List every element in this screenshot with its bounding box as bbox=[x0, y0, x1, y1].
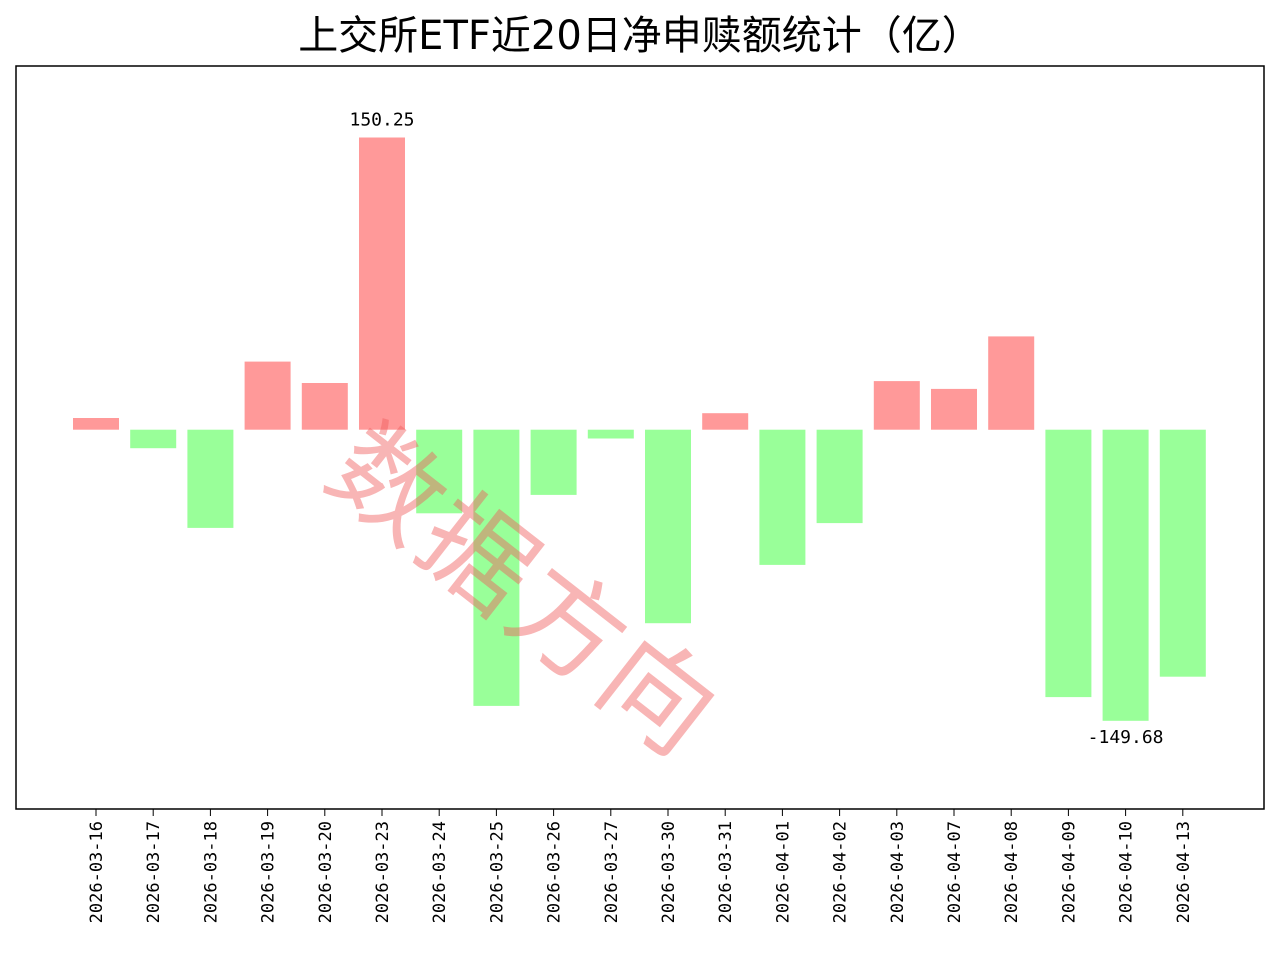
x-tick-label: 2026-04-10 bbox=[1117, 821, 1137, 923]
x-tick-label: 2026-03-17 bbox=[144, 821, 164, 923]
bar-2026-03-31 bbox=[702, 413, 749, 430]
x-tick-label: 2026-04-13 bbox=[1174, 821, 1194, 923]
bar-2026-04-01 bbox=[759, 429, 806, 565]
bar-2026-04-07 bbox=[931, 388, 977, 430]
bar-2026-03-27 bbox=[587, 429, 634, 439]
bar-2026-04-13 bbox=[1159, 429, 1206, 677]
x-tick-label: 2026-04-01 bbox=[773, 821, 793, 923]
bar-2026-03-17 bbox=[130, 429, 177, 449]
bar-2026-03-30 bbox=[645, 429, 691, 624]
bar-2026-03-18 bbox=[187, 429, 234, 528]
bar-2026-03-25 bbox=[473, 429, 520, 706]
bar-2026-03-23 bbox=[359, 137, 405, 430]
x-tick-label: 2026-03-30 bbox=[659, 821, 679, 923]
chart-title: 上交所ETF近20日净申赎额统计（亿） bbox=[298, 13, 982, 59]
x-tick-label: 2026-03-26 bbox=[545, 821, 565, 923]
bar-2026-04-08 bbox=[988, 336, 1035, 430]
bar-2026-03-16 bbox=[73, 418, 119, 430]
bar-2026-04-03 bbox=[873, 381, 920, 430]
x-tick-label: 2026-04-09 bbox=[1059, 821, 1079, 923]
bars-group bbox=[73, 137, 1206, 721]
bar-2026-03-20 bbox=[301, 383, 348, 430]
x-tick-label: 2026-03-25 bbox=[487, 821, 507, 923]
x-tick-label: 2026-03-16 bbox=[87, 821, 107, 923]
bar-2026-04-02 bbox=[816, 429, 863, 524]
data-label-2026-04-10: -149.68 bbox=[1088, 727, 1164, 748]
bar-2026-03-24 bbox=[416, 429, 463, 514]
annotations-group: 150.25 -149.68 bbox=[349, 109, 1163, 747]
bar-2026-03-26 bbox=[530, 429, 577, 495]
bar-2026-04-10 bbox=[1102, 429, 1149, 721]
x-tick-label: 2026-03-20 bbox=[316, 821, 336, 923]
x-tick-label: 2026-04-03 bbox=[888, 821, 908, 923]
x-tick-label: 2026-03-24 bbox=[430, 821, 450, 923]
x-tick-label: 2026-03-23 bbox=[373, 821, 393, 923]
bar-2026-04-09 bbox=[1045, 429, 1092, 698]
x-tick-label: 2026-03-27 bbox=[602, 821, 622, 923]
plot-frame bbox=[15, 65, 1265, 810]
x-tick-label: 2026-03-18 bbox=[201, 821, 221, 923]
x-tick-label: 2026-03-19 bbox=[259, 821, 279, 923]
x-tick-label: 2026-04-07 bbox=[945, 821, 965, 923]
bar-2026-03-19 bbox=[244, 361, 291, 430]
x-axis-ticks: 2026-03-16 2026-03-17 2026-03-18 2026-03-19… bbox=[87, 809, 1194, 923]
x-tick-label: 2026-04-02 bbox=[831, 821, 851, 923]
x-tick-label: 2026-03-31 bbox=[716, 821, 736, 923]
x-tick-label: 2026-04-08 bbox=[1002, 821, 1022, 923]
data-label-2026-03-23: 150.25 bbox=[349, 109, 414, 130]
